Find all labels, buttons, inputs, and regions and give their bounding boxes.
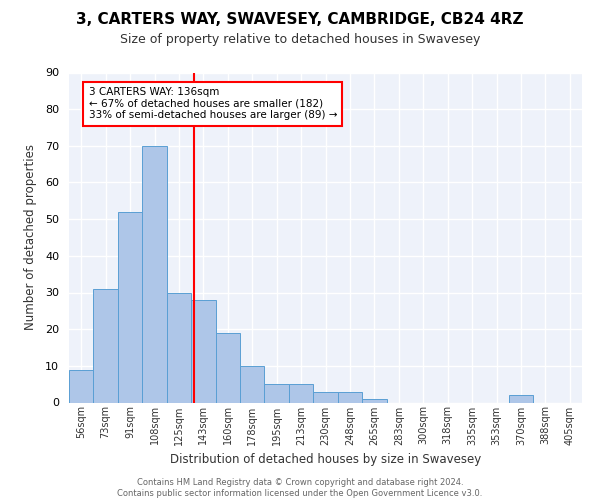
X-axis label: Distribution of detached houses by size in Swavesey: Distribution of detached houses by size … — [170, 453, 481, 466]
Y-axis label: Number of detached properties: Number of detached properties — [24, 144, 37, 330]
Bar — [69, 370, 94, 402]
Text: Size of property relative to detached houses in Swavesey: Size of property relative to detached ho… — [120, 32, 480, 46]
Text: 3, CARTERS WAY, SWAVESEY, CAMBRIDGE, CB24 4RZ: 3, CARTERS WAY, SWAVESEY, CAMBRIDGE, CB2… — [76, 12, 524, 28]
Bar — [191, 300, 215, 402]
Bar — [289, 384, 313, 402]
Text: Contains HM Land Registry data © Crown copyright and database right 2024.
Contai: Contains HM Land Registry data © Crown c… — [118, 478, 482, 498]
Bar — [265, 384, 289, 402]
Text: 3 CARTERS WAY: 136sqm
← 67% of detached houses are smaller (182)
33% of semi-det: 3 CARTERS WAY: 136sqm ← 67% of detached … — [89, 87, 337, 120]
Bar — [142, 146, 167, 403]
Bar — [240, 366, 265, 403]
Bar — [94, 289, 118, 403]
Bar — [338, 392, 362, 402]
Bar — [509, 395, 533, 402]
Bar — [167, 292, 191, 403]
Bar — [215, 333, 240, 402]
Bar — [362, 399, 386, 402]
Bar — [118, 212, 142, 402]
Bar — [313, 392, 338, 402]
